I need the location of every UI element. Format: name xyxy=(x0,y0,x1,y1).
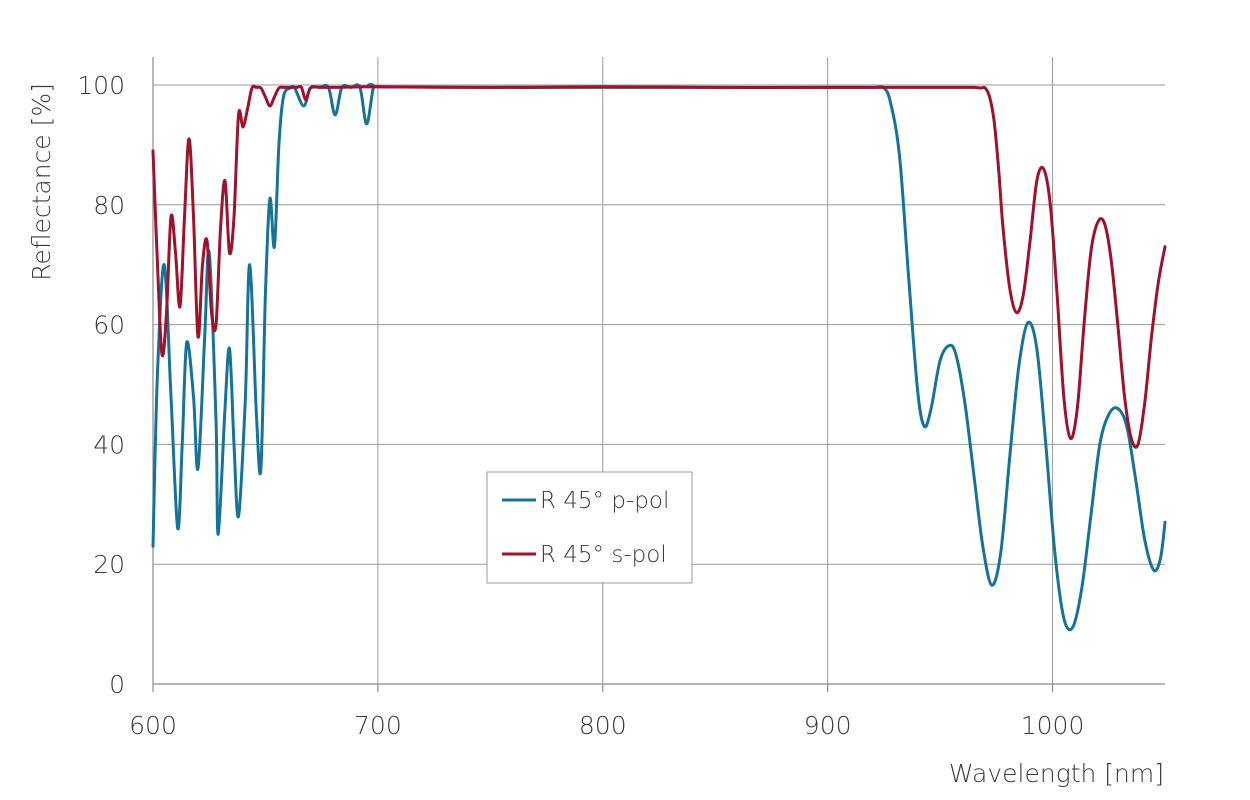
series-lines xyxy=(151,82,1167,632)
y-tick-label: 100 xyxy=(77,71,125,100)
x-tick-label: 600 xyxy=(129,711,177,740)
y-axis-title: Reflectance [%] xyxy=(27,83,56,281)
legend-label-p-pol: R 45° p-pol xyxy=(540,488,669,514)
grid xyxy=(153,57,1165,684)
x-axis-title: Wavelength [nm] xyxy=(949,759,1164,788)
x-tick-label: 700 xyxy=(354,711,402,740)
y-tick-label: 80 xyxy=(93,191,125,220)
x-tick-label: 1000 xyxy=(1021,711,1085,740)
x-tick-label: 800 xyxy=(579,711,627,740)
y-tick-label: 20 xyxy=(93,550,125,579)
y-tick-label: 60 xyxy=(93,311,125,340)
tick-labels: 0 20 40 60 80 100 600 700 800 900 1000 xyxy=(77,71,1084,740)
series-line-s-pol xyxy=(151,84,1167,449)
series-line-p-pol xyxy=(151,82,1167,632)
x-tick-label: 900 xyxy=(804,711,852,740)
axes xyxy=(152,57,1165,692)
legend-label-s-pol: R 45° s-pol xyxy=(540,542,667,568)
y-tick-label: 40 xyxy=(93,430,125,459)
legend-box xyxy=(486,471,693,584)
y-tick-label: 0 xyxy=(109,670,125,699)
legend: R 45° p-pol R 45° s-pol xyxy=(486,471,693,584)
